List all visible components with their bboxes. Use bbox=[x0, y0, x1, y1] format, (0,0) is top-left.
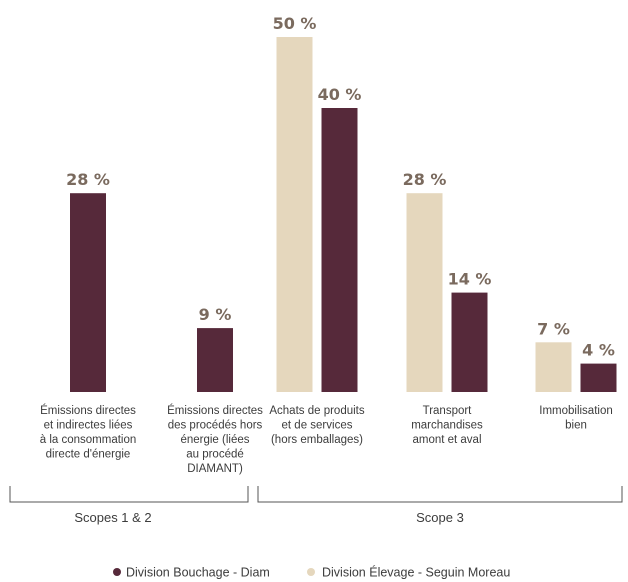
category-label-line: des procédés hors bbox=[168, 420, 263, 432]
category-label-1: Émissions directes des procédés hors énerg… bbox=[167, 404, 263, 475]
group-bracket-0 bbox=[9, 486, 249, 503]
category-label-line: à la consommation bbox=[40, 434, 137, 446]
value-label-series1-cat2: 40 % bbox=[318, 85, 362, 104]
bar-series1-cat4 bbox=[580, 363, 617, 392]
value-labels-layer: 28 % 9 % 50 % 40 % 28 % 14 % 7 % 4 % bbox=[66, 14, 615, 360]
category-label-0: Émissions directes et indirectes liées à l… bbox=[40, 404, 137, 461]
legend: Division Bouchage - Diam Division Élevage… bbox=[113, 565, 510, 580]
bar-series0-cat4 bbox=[535, 342, 572, 392]
group-label-1: Scope 3 bbox=[416, 510, 464, 525]
legend-label-1: Division Élevage - Seguin Moreau bbox=[322, 565, 510, 580]
value-label-series0-cat2: 50 % bbox=[273, 14, 317, 33]
bars-layer bbox=[70, 37, 617, 392]
value-label-series0-cat3: 28 % bbox=[403, 170, 447, 189]
legend-label-0: Division Bouchage - Diam bbox=[126, 566, 270, 580]
category-label-3: Transport marchandises amont et aval bbox=[411, 405, 483, 446]
category-label-2: Achats de produits et de services (hors em… bbox=[269, 405, 365, 446]
value-label-series1-cat3: 14 % bbox=[448, 270, 492, 289]
category-label-line: marchandises bbox=[411, 420, 483, 432]
value-label-series0-cat4: 7 % bbox=[537, 319, 570, 338]
category-label-line: Achats de produits bbox=[269, 405, 365, 417]
category-labels-layer: Émissions directes et indirectes liées à l… bbox=[40, 404, 613, 475]
group-label-0: Scopes 1 & 2 bbox=[74, 510, 151, 525]
category-label-line: Transport bbox=[423, 405, 473, 417]
category-label-line: Immobilisation bbox=[539, 405, 613, 417]
legend-marker-0 bbox=[113, 568, 121, 576]
bar-series1-cat1 bbox=[197, 328, 233, 392]
group-bracket-1 bbox=[257, 486, 623, 503]
bar-series0-cat2 bbox=[276, 37, 313, 392]
category-label-line: énergie (liées bbox=[180, 434, 249, 446]
category-label-line: DIAMANT) bbox=[187, 463, 243, 475]
category-label-line: Émissions directes bbox=[167, 404, 263, 417]
bar-series1-cat2 bbox=[321, 108, 358, 392]
category-label-4: Immobilisation bien bbox=[539, 405, 613, 432]
legend-marker-1 bbox=[307, 568, 315, 576]
bar-series0-cat3 bbox=[406, 193, 443, 392]
category-label-line: (hors emballages) bbox=[271, 434, 363, 446]
category-label-line: et de services bbox=[282, 420, 353, 432]
category-label-line: Émissions directes bbox=[40, 404, 136, 417]
value-label-series1-cat1: 9 % bbox=[199, 305, 232, 324]
category-label-line: amont et aval bbox=[412, 434, 481, 446]
bar-series1-cat0 bbox=[70, 193, 106, 392]
group-brackets-layer: Scopes 1 & 2 Scope 3 bbox=[9, 486, 623, 525]
value-label-series1-cat4: 4 % bbox=[582, 341, 615, 360]
bar-series1-cat3 bbox=[451, 292, 488, 392]
category-label-line: bien bbox=[565, 420, 587, 432]
value-label-series1-cat0: 28 % bbox=[66, 170, 110, 189]
category-label-line: et indirectes liées bbox=[44, 420, 133, 432]
category-label-line: au procédé bbox=[186, 449, 244, 461]
category-label-line: directe d'énergie bbox=[46, 449, 131, 461]
